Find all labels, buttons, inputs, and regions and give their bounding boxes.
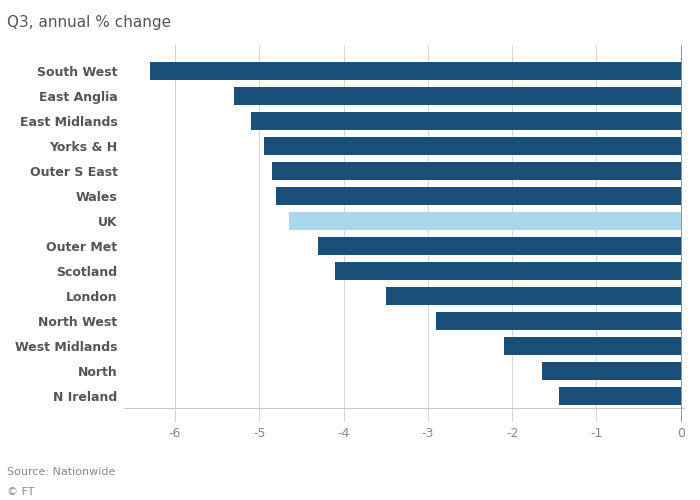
Bar xyxy=(318,237,681,255)
Bar xyxy=(289,212,681,230)
Bar xyxy=(251,112,681,130)
Bar xyxy=(234,87,681,105)
Bar xyxy=(276,187,681,205)
Text: Q3, annual % change: Q3, annual % change xyxy=(7,15,171,30)
Bar xyxy=(436,312,681,330)
Bar xyxy=(335,262,681,280)
Bar xyxy=(559,387,681,405)
Bar xyxy=(150,62,681,80)
Text: © FT: © FT xyxy=(7,487,34,497)
Bar xyxy=(272,162,681,180)
Bar xyxy=(504,337,681,355)
Bar xyxy=(263,137,681,155)
Bar xyxy=(386,287,681,305)
Bar xyxy=(542,362,681,380)
Text: Source: Nationwide: Source: Nationwide xyxy=(7,467,116,477)
